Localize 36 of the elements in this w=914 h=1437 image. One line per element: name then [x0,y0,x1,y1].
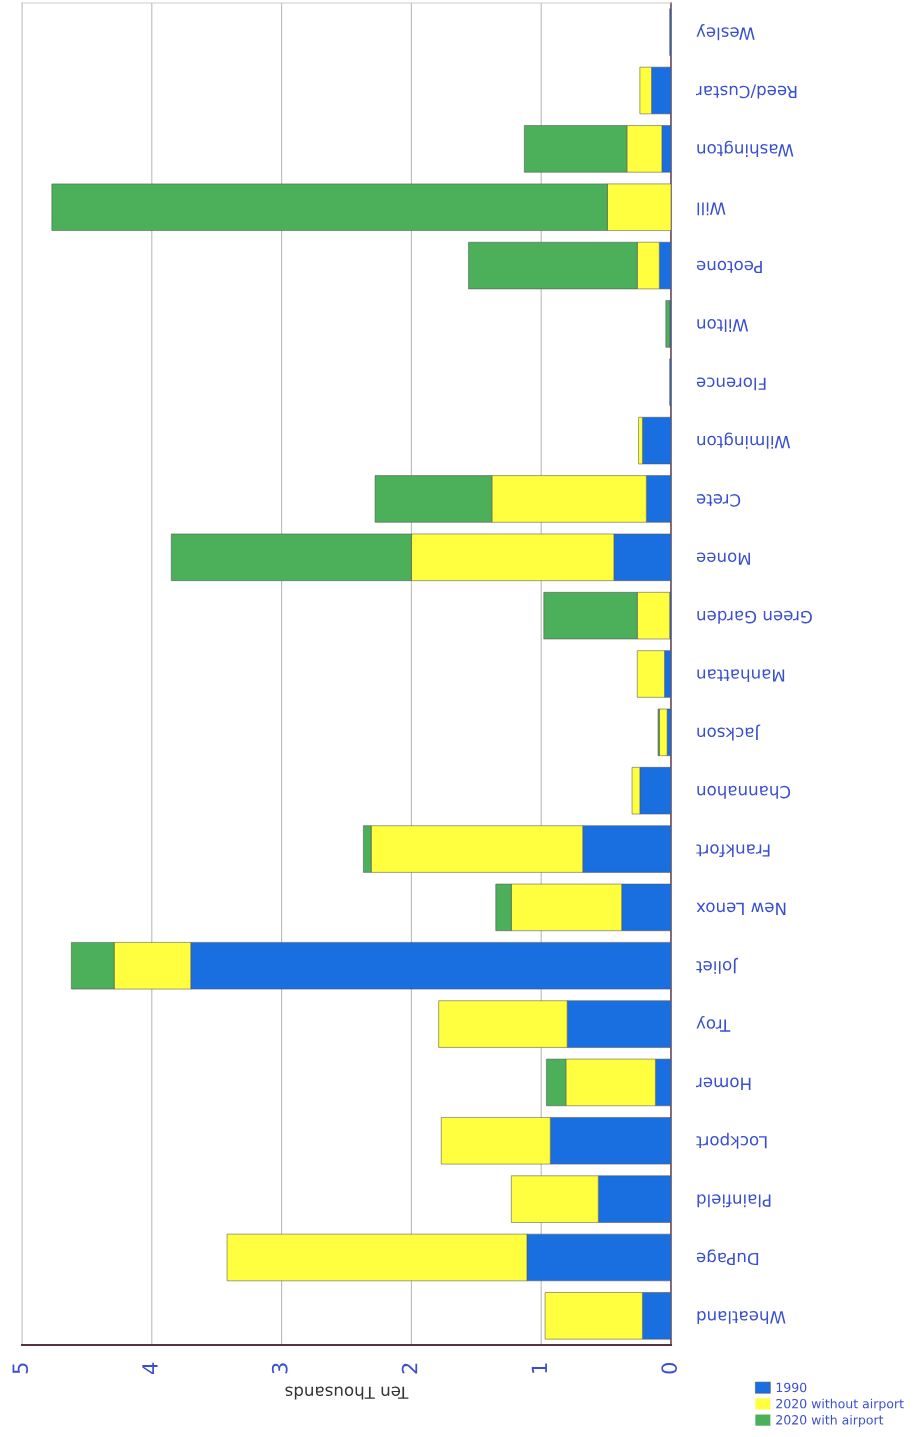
bar [659,708,668,756]
y-tick-label: Wilmington [697,432,791,449]
y-tick-label: Green Garden [697,610,812,624]
y-tick-label: Monee [696,552,751,565]
y-tick-label: Jackson [697,724,761,741]
x-tick-label: 0 [661,1363,678,1374]
legend-label: 1990 [776,1382,807,1393]
y-tick-label: Crete [696,494,741,507]
y-tick-label: Manhattan [697,669,785,683]
y-tick-label: New Lenox [696,902,786,915]
bar [642,416,671,465]
y-tick-label: Washington [697,140,794,157]
x-tick-label: 2 [401,1363,418,1374]
y-tick-label: DuPage [696,1249,759,1266]
y-tick-label: Frankfort [696,844,770,858]
x-tick-label: 5 [12,1363,29,1374]
y-tick-label: Troy [696,1016,731,1032]
y-tick-label: Will [697,202,726,216]
bar [665,300,670,348]
y-tick-label: Wilton [697,319,749,332]
legend-label: 2020 without airport [776,1398,904,1411]
x-axis-title: Ten Thousands [285,1386,409,1400]
y-tick-label: Lockport [696,1132,767,1149]
y-tick-label: Wheatland [697,1310,786,1324]
y-tick-label: Peotone [696,260,762,274]
y-tick-label: Joliet [696,957,739,974]
y-tick-label: Channahon [697,785,791,799]
y-tick-label: Florence [696,377,766,391]
y-tick-label: Homer [696,1077,751,1090]
x-tick-label: 4 [142,1362,158,1374]
y-tick-label: Wesley [696,24,755,41]
y-tick-label: Reed/Custar [696,84,797,99]
y-tick-label: Plainfield [697,1194,771,1208]
x-tick-label: 3 [271,1363,288,1374]
legend-label: 2020 with airport [776,1414,884,1427]
x-tick-label: 1 [531,1363,547,1373]
